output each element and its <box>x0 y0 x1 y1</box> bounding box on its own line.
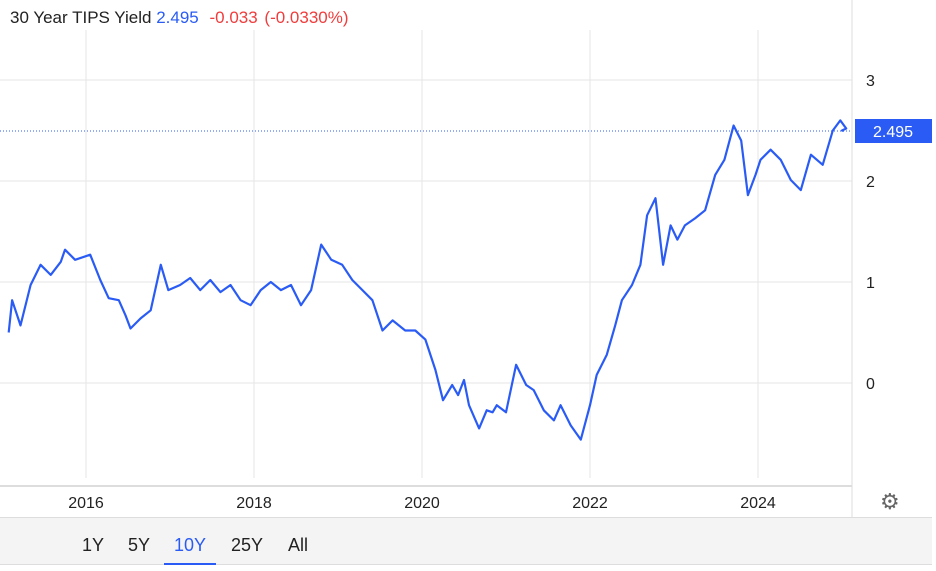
change-value: -0.033 <box>209 8 258 27</box>
current-value-label: 2.495 <box>873 124 913 141</box>
range-all-button[interactable]: All <box>288 535 309 555</box>
gear-icon[interactable]: ⚙ <box>880 489 900 514</box>
y-tick-label: 2 <box>866 174 875 191</box>
x-tick-label: 2022 <box>572 495 608 512</box>
range-5y-button[interactable]: 5Y <box>128 535 151 555</box>
x-tick-label: 2024 <box>740 495 776 512</box>
line-chart: 0 1 2 3 2016 2018 2020 2022 2024 2.495 <box>0 0 932 517</box>
chart-title: 30 Year TIPS Yield 2.495 -0.033 (-0.0330… <box>10 8 349 28</box>
range-10y-button[interactable]: 10Y <box>164 535 217 565</box>
current-value: 2.495 <box>156 8 199 27</box>
range-25y-button[interactable]: 25Y <box>231 535 264 555</box>
x-tick-label: 2020 <box>404 495 440 512</box>
y-tick-label: 0 <box>866 376 875 393</box>
current-value-badge <box>855 119 932 144</box>
change-percent: (-0.0330%) <box>264 8 349 27</box>
title-text: 30 Year TIPS Yield <box>10 8 152 27</box>
y-tick-label: 1 <box>866 275 875 292</box>
series-line <box>7 119 848 441</box>
y-tick-label: 3 <box>866 73 875 90</box>
range-selector: 1Y 5Y 10Y 25Y All <box>0 517 932 565</box>
x-tick-label: 2016 <box>68 495 104 512</box>
x-tick-label: 2018 <box>236 495 272 512</box>
range-1y-button[interactable]: 1Y <box>82 535 105 555</box>
